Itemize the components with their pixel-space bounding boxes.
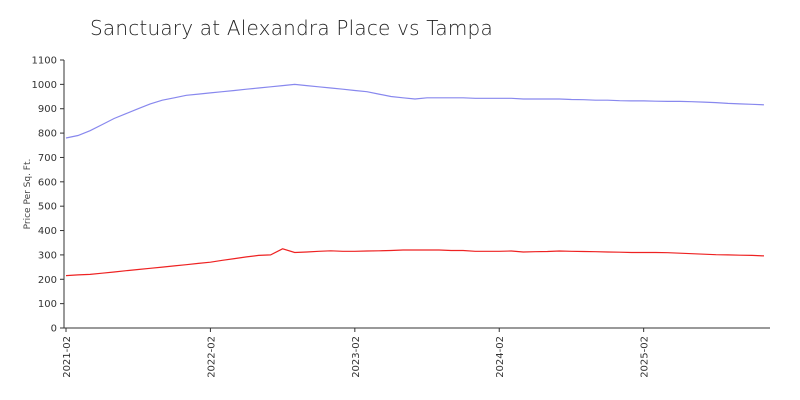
y-tick-label: 400	[38, 226, 57, 237]
series-line-2	[65, 248, 765, 277]
x-tick-label: 2024-02	[495, 336, 506, 378]
y-tick-label: 700	[38, 153, 57, 164]
series-line-1	[65, 83, 765, 139]
y-tick-label: 200	[38, 275, 57, 286]
y-tick-label: 900	[38, 104, 57, 115]
y-tick-label: 1100	[32, 56, 57, 67]
x-axis: 2021-02 2022-02 2023-02 2024-02 2025-02	[62, 327, 770, 378]
y-axis-title: Price Per Sq. Ft.	[23, 159, 33, 230]
y-tick-label: 100	[38, 299, 57, 310]
y-tick-label: 0	[51, 324, 57, 335]
y-tick-label: 800	[38, 129, 57, 140]
x-tick-label: 2022-02	[206, 336, 217, 378]
x-tick-label: 2021-02	[62, 336, 73, 378]
y-tick-label: 300	[38, 250, 57, 261]
y-axis: 0 100 200 300 400 500 600 700 800 900 1000 1100	[32, 56, 65, 335]
y-tick-label: 1000	[32, 80, 57, 91]
series-layer	[65, 83, 765, 277]
y-tick-label: 600	[38, 177, 57, 188]
chart-title: Sanctuary at Alexandra Place vs Tampa	[90, 16, 493, 40]
y-tick-label: 500	[38, 202, 57, 213]
x-tick-label: 2023-02	[351, 336, 362, 378]
x-tick-label: 2025-02	[640, 336, 651, 378]
